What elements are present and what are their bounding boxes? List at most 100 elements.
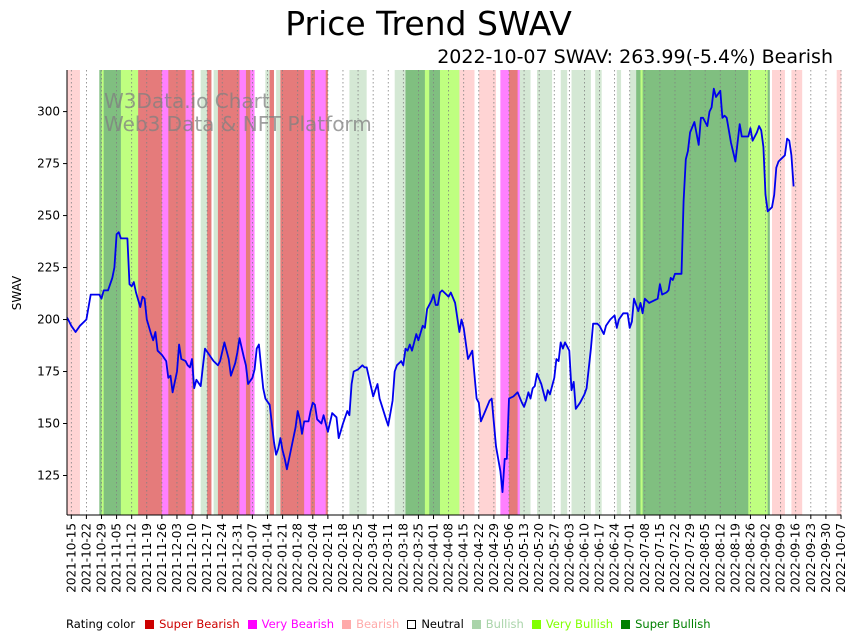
rating-band [519, 70, 531, 515]
rating-band [213, 70, 219, 515]
legend-label: Super Bullish [635, 617, 711, 631]
x-tick-label: 2022-10-07 [834, 523, 848, 593]
rating-band [304, 70, 312, 515]
legend-label: Bullish [485, 617, 524, 631]
rating-band [601, 70, 618, 515]
x-tick-label: 2022-01-21 [276, 523, 290, 593]
rating-band [567, 70, 572, 515]
x-tick-label: 2022-07-08 [638, 523, 652, 593]
legend-item: Super Bullish [621, 617, 711, 631]
x-tick-label: 2022-04-08 [442, 523, 456, 593]
x-tick-label: 2022-01-28 [291, 523, 305, 593]
x-tick-label: 2022-05-13 [517, 523, 531, 593]
x-tick-label: 2022-04-29 [487, 523, 501, 593]
rating-band [325, 70, 329, 515]
x-tick-label: 2022-01-14 [261, 523, 275, 593]
rating-band [310, 70, 316, 515]
x-tick-label: 2022-08-26 [743, 523, 757, 593]
price-line [66, 87, 795, 493]
legend-items: Super Bearish Very Bearish Bearish Neutral B… [145, 617, 718, 631]
x-tick-label: 2022-03-11 [381, 523, 395, 593]
watermark-line-2: Web3 Data & NFT Platform [104, 112, 372, 136]
rating-band [99, 70, 102, 515]
y-tick-label: 125 [37, 468, 60, 482]
y-axis-ticks: 125 150 175 200 225 250 275 300 [37, 105, 67, 482]
x-tick-label: 2022-05-27 [547, 523, 561, 593]
rating-band [314, 70, 327, 515]
rating-band [424, 70, 430, 515]
rating-band [327, 70, 350, 515]
legend-swatch [247, 619, 257, 629]
x-tick-label: 2022-03-18 [396, 523, 410, 593]
rating-band [138, 70, 163, 515]
rating-band [552, 70, 562, 515]
x-tick-label: 2022-03-25 [411, 523, 425, 593]
rating-band [120, 70, 139, 515]
legend-swatch [471, 619, 481, 629]
price-series [66, 87, 795, 493]
rating-band [517, 70, 521, 515]
rating-band [245, 70, 251, 515]
rating-band [496, 70, 501, 515]
x-tick-label: 2021-12-31 [230, 523, 244, 593]
rating-band [474, 70, 480, 515]
legend-swatch [531, 619, 541, 629]
x-tick-label: 2021-12-24 [215, 523, 229, 593]
y-tick-label: 150 [37, 417, 60, 431]
rating-band [836, 70, 842, 515]
legend-swatch [145, 619, 155, 629]
rating-band [791, 70, 803, 515]
x-tick-label: 2022-02-18 [336, 523, 350, 593]
rating-band [161, 70, 169, 515]
x-tick-label: 2022-04-22 [472, 523, 486, 593]
legend-label: Very Bullish [545, 617, 614, 631]
watermark-line-1: W3Data.io Chart [104, 89, 270, 113]
y-tick-label: 275 [37, 157, 60, 171]
rating-band [79, 70, 100, 515]
rating-band [217, 70, 240, 515]
rating-band [784, 70, 792, 515]
rating-band [239, 70, 247, 515]
x-tick-label: 2021-10-15 [64, 523, 78, 593]
legend-label: Bearish [356, 617, 400, 631]
rating-band [280, 70, 305, 515]
legend-item: Neutral [407, 617, 464, 631]
legend-swatch [621, 619, 631, 629]
x-tick-label: 2022-07-15 [653, 523, 667, 593]
y-tick-label: 250 [37, 209, 60, 223]
x-tick-label: 2022-01-07 [245, 523, 259, 593]
rating-band [207, 70, 212, 515]
legend-item: Very Bullish [531, 617, 614, 631]
rating-band [254, 70, 266, 515]
y-tick-label: 300 [37, 105, 60, 119]
x-tick-label: 2021-12-10 [185, 523, 199, 593]
legend-item: Very Bearish [247, 617, 334, 631]
rating-band [530, 70, 538, 515]
x-tick-label: 2022-06-17 [593, 523, 607, 593]
rating-band [636, 70, 641, 515]
x-tick-label: 2021-11-19 [140, 523, 154, 593]
x-tick-label: 2022-02-25 [351, 523, 365, 593]
rating-band [769, 70, 773, 515]
rating-band [192, 70, 195, 515]
legend-swatch [407, 619, 417, 629]
x-tick-label: 2022-08-19 [728, 523, 742, 593]
x-tick-label: 2022-07-01 [623, 523, 637, 593]
rating-band [269, 70, 275, 515]
legend-swatch [342, 619, 352, 629]
x-tick-label: 2021-12-03 [170, 523, 184, 593]
rating-band [103, 70, 122, 515]
y-tick-label: 175 [37, 365, 60, 379]
rating-band [67, 70, 81, 515]
rating-band [748, 70, 769, 515]
x-tick-label: 2022-06-03 [562, 523, 576, 593]
x-tick-label: 2022-02-04 [306, 523, 320, 593]
x-tick-label: 2022-08-12 [713, 523, 727, 593]
rating-band [250, 70, 255, 515]
x-tick-label: 2022-09-30 [819, 523, 833, 593]
rating-band [621, 70, 631, 515]
rating-band [405, 70, 426, 515]
rating-legend: Rating color Super Bearish Very Bearish Be… [66, 617, 719, 631]
chart-subtitle: 2022-10-07 SWAV: 263.99(-5.4%) Bearish [437, 46, 833, 68]
x-tick-label: 2022-06-10 [577, 523, 591, 593]
